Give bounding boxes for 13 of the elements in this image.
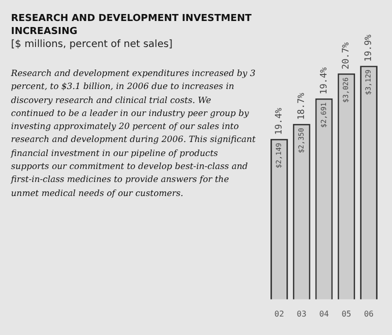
annotation: 20.7%: [342, 42, 352, 70]
annotation: 19.9%: [364, 34, 374, 62]
annotation: 19.4%: [319, 66, 330, 94]
annotation: 19.4%: [274, 107, 285, 135]
x-tick-label: 02: [274, 309, 284, 318]
text: RESEARCH AND DEVELOPMENT INVESTMENT INCREASING: [11, 12, 253, 38]
x-tick-label: 04: [319, 309, 329, 318]
text: [$ millions, percent of net sales]: [11, 38, 174, 51]
annotation: 18.7%: [296, 92, 307, 120]
text: Research and development expenditures increased by 3 percent, to $3.1 billion, in 2006 due to increases in discovery research and clinical trial costs. We continued to be a leader in our industry peer group by investing approximately 20 percent of our sales into research and development during 2006. This significant financial investment in our pipeline of products supports our commitment to develop best-in-class and first-in-class medicines to provide answers for the unmet medical needs of our customers.: [11, 69, 256, 199]
x-tick-label: 05: [342, 309, 352, 318]
x-tick-label: 03: [296, 309, 307, 318]
x-tick-label: 06: [364, 309, 374, 318]
